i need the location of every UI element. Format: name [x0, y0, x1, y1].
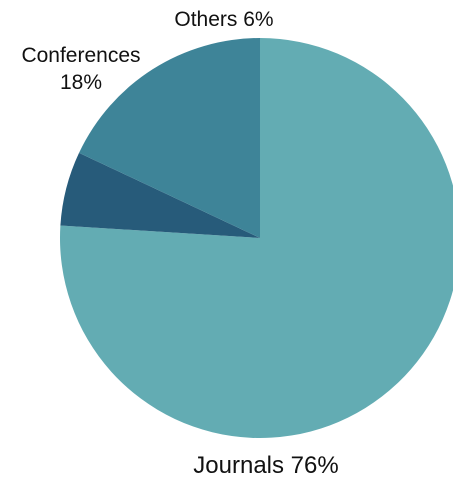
slice-label-conferences-value: 18% [60, 71, 102, 94]
slice-label-journals-value: 76% [291, 452, 339, 479]
slice-label-journals: Journals 76% [193, 452, 338, 479]
pie-slices [60, 38, 453, 438]
slice-label-others-value: 6% [243, 8, 273, 31]
slice-label-others: Others 6% [174, 8, 273, 31]
slice-label-others-name: Others [174, 8, 237, 31]
slice-label-journals-name: Journals [193, 452, 284, 479]
slice-label-conferences-name: Conferences [21, 44, 140, 67]
